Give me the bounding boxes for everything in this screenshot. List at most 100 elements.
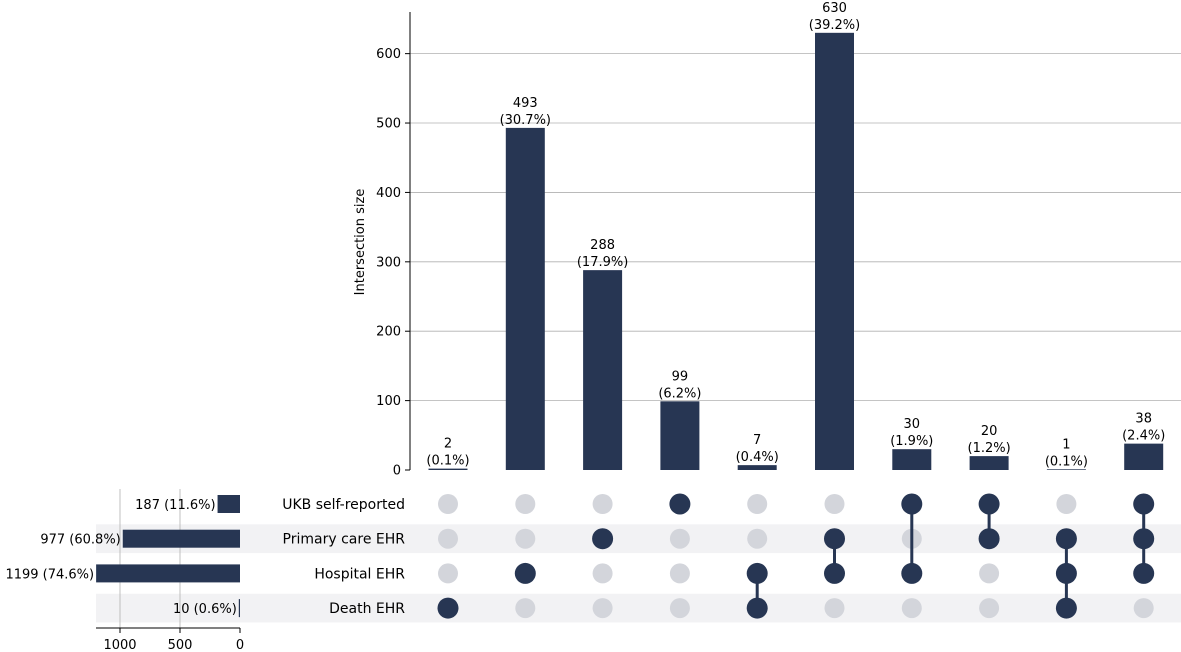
inactive-dot [1056, 494, 1077, 514]
inactive-dot [515, 528, 536, 549]
inactive-dot [515, 494, 536, 514]
inactive-dot [747, 528, 768, 549]
set-size-chart: 1000 500 0 187 (11.6%) 977 (60.8%) 1199 (74.6… [5, 489, 244, 652]
intersection-bar [969, 456, 1009, 470]
active-dot [901, 493, 923, 515]
active-dot [1055, 597, 1077, 619]
inactive-dot [979, 598, 1000, 619]
inactive-dot [901, 598, 922, 619]
bar-count-label: 2 [444, 437, 452, 452]
active-dot [978, 528, 1000, 550]
bar-count-label: 20 [981, 424, 998, 439]
active-dot [978, 493, 1000, 515]
bar-count-label: 493 [513, 96, 538, 111]
inactive-dot [438, 563, 458, 584]
set-names: UKB self-reported Primary care EHR Hospita… [282, 497, 405, 617]
active-dot [1055, 528, 1077, 550]
bar-percent-label: (2.4%) [1122, 429, 1165, 444]
active-dot [824, 528, 845, 550]
inactive-dot [438, 494, 458, 514]
inactive-dot [592, 494, 613, 514]
intersection-bar [1124, 443, 1164, 470]
bar-percent-label: (6.2%) [658, 386, 701, 401]
membership-matrix [437, 493, 1155, 619]
inactive-dot [592, 563, 613, 584]
set-size-bar [122, 529, 240, 548]
bar-count-label: 1 [1062, 437, 1070, 452]
bar-count-label: 630 [822, 1, 847, 16]
active-dot [592, 528, 614, 550]
set-size-bar [238, 599, 240, 618]
bar-percent-label: (1.2%) [968, 441, 1011, 456]
bar-percent-label: (1.9%) [890, 434, 933, 449]
intersection-bars [428, 32, 1164, 471]
inactive-dot [669, 563, 690, 584]
set-size-tick-label: 0 [236, 638, 244, 652]
bar-percent-label: (0.1%) [426, 454, 469, 469]
y-tick-label: 0 [393, 464, 401, 479]
active-dot [437, 597, 459, 619]
intersection-bar [737, 465, 777, 470]
inactive-dot [438, 528, 458, 549]
intersection-bar [583, 270, 623, 470]
bar-percent-label: (0.4%) [736, 450, 779, 465]
intersection-bar [505, 127, 545, 470]
y-tick-label: 500 [376, 117, 401, 132]
set-size-label: 1199 (74.6%) [5, 567, 94, 582]
intersection-bar [815, 32, 854, 471]
set-name-label: UKB self-reported [282, 497, 405, 513]
set-size-label: 187 (11.6%) [135, 498, 215, 513]
inactive-dot [824, 494, 845, 514]
set-size-tick-label: 1000 [103, 638, 136, 652]
inactive-dot [1133, 598, 1154, 619]
set-name-label: Hospital EHR [314, 566, 405, 582]
row-shading [96, 524, 1181, 623]
active-dot [901, 562, 923, 584]
bar-count-label: 7 [753, 433, 761, 448]
bar-count-label: 99 [672, 369, 689, 384]
row-shade [96, 593, 1181, 623]
y-axis: 0 100 200 300 400 500 600 [376, 12, 411, 479]
active-dot [1133, 562, 1155, 584]
active-dot [746, 597, 768, 619]
bar-count-label: 38 [1135, 412, 1152, 427]
inactive-dot [592, 598, 613, 619]
set-size-label: 10 (0.6%) [173, 602, 237, 617]
intersection-bar [660, 401, 700, 470]
bar-labels: 2 (0.1%) 493 (30.7%) 288 (17.9%) 99 (6.2%) 7 (0.4… [426, 1, 1165, 469]
active-dot [1055, 562, 1077, 584]
bar-count-label: 288 [590, 238, 615, 253]
y-tick-label: 300 [376, 255, 401, 270]
bar-percent-label: (17.9%) [577, 255, 628, 270]
bar-percent-label: (0.1%) [1045, 454, 1088, 469]
inactive-dot [747, 494, 768, 514]
active-dot [746, 562, 768, 584]
active-dot [824, 562, 845, 584]
intersection-bar [1046, 469, 1086, 470]
set-name-label: Primary care EHR [283, 532, 406, 548]
set-size-tick-label: 500 [168, 638, 193, 652]
set-size-bar [217, 495, 240, 513]
set-size-label: 977 (60.8%) [40, 533, 120, 548]
bar-count-label: 30 [904, 417, 921, 432]
inactive-dot [669, 528, 690, 549]
active-dot [669, 493, 691, 515]
y-tick-label: 100 [376, 394, 401, 409]
intersection-bar [428, 468, 468, 470]
set-name-label: Death EHR [329, 601, 405, 617]
intersection-bar [892, 449, 932, 470]
inactive-dot [669, 598, 690, 619]
active-dot [1133, 493, 1155, 515]
inactive-dot [515, 598, 536, 619]
bar-percent-label: (30.7%) [500, 113, 551, 128]
active-dot [1133, 528, 1155, 550]
inactive-dot [979, 563, 1000, 584]
bar-percent-label: (39.2%) [809, 18, 860, 33]
y-tick-label: 400 [376, 186, 401, 201]
row-shade [96, 524, 1181, 554]
set-size-bar [96, 564, 241, 583]
y-tick-label: 600 [376, 47, 401, 62]
active-dot [514, 562, 536, 584]
y-tick-label: 200 [376, 325, 401, 340]
